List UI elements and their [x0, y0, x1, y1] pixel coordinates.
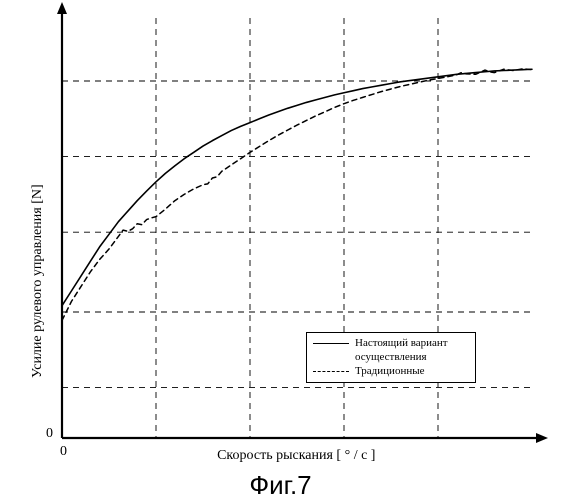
legend-label: Настоящий вариантосуществления [355, 337, 448, 365]
legend: Настоящий вариантосуществления Традицион… [306, 332, 476, 383]
legend-item-conventional: Традиционные [313, 365, 469, 379]
legend-swatch-dashed [313, 365, 349, 377]
x-tick-zero: 0 [60, 444, 67, 460]
figure-stage: Усилие рулевого управления [N] Скорость … [0, 0, 561, 500]
x-axis-label: Скорость рыскания [ ° / c ] [217, 448, 375, 464]
legend-label: Традиционные [355, 365, 425, 379]
y-axis-label: Усилие рулевого управления [N] [30, 184, 46, 378]
legend-item-present: Настоящий вариантосуществления [313, 337, 469, 365]
chart-svg [0, 0, 561, 500]
figure-caption: Фиг.7 [0, 470, 561, 501]
legend-swatch-solid [313, 337, 349, 349]
y-tick-zero: 0 [46, 426, 53, 442]
